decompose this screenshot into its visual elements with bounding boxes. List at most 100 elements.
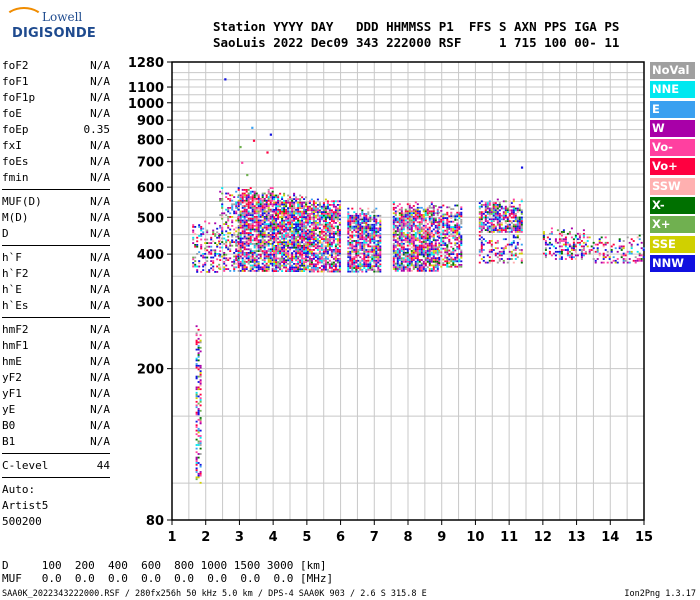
echo-point xyxy=(285,261,288,263)
echo-point xyxy=(440,217,443,219)
echo-point xyxy=(291,223,294,226)
echo-point xyxy=(347,223,350,226)
echo-point xyxy=(622,245,625,248)
echo-point xyxy=(452,260,455,263)
echo-point xyxy=(373,252,376,255)
echo-point xyxy=(257,225,260,227)
echo-point xyxy=(412,241,415,243)
echo-point xyxy=(306,214,309,217)
echo-point xyxy=(560,238,563,241)
echo-point xyxy=(291,243,294,245)
echo-point xyxy=(221,241,224,243)
echo-point xyxy=(314,240,317,242)
echo-point xyxy=(324,252,327,255)
param-row: yF2 N/A xyxy=(2,370,110,386)
echo-point xyxy=(363,231,366,233)
echo-point xyxy=(293,250,296,253)
echo-point xyxy=(241,216,244,218)
echo-point xyxy=(210,263,213,266)
echo-point xyxy=(349,241,352,244)
echo-point xyxy=(199,417,202,419)
echo-point xyxy=(492,202,495,204)
echo-point xyxy=(194,263,197,266)
echo-point xyxy=(492,227,495,230)
echo-point xyxy=(269,250,272,252)
echo-point xyxy=(279,257,282,260)
echo-point xyxy=(263,208,266,211)
echo-point xyxy=(440,237,443,239)
echo-point xyxy=(426,214,429,216)
echo-point xyxy=(377,267,380,269)
echo-point xyxy=(351,218,354,221)
echo-point xyxy=(289,225,292,227)
echo-point xyxy=(430,260,433,263)
echo-point xyxy=(336,225,339,228)
echo-point xyxy=(293,198,296,200)
echo-point xyxy=(588,252,591,255)
echo-point xyxy=(418,223,421,225)
echo-point xyxy=(357,222,360,224)
echo-point xyxy=(299,194,302,197)
echo-point xyxy=(330,261,333,264)
echo-point xyxy=(353,218,356,221)
echo-point xyxy=(297,250,300,253)
echo-point xyxy=(283,192,286,195)
echo-point xyxy=(295,237,298,240)
echo-point xyxy=(257,207,260,209)
echo-point xyxy=(247,262,250,265)
echo-point xyxy=(241,214,244,216)
echo-point xyxy=(231,219,234,222)
echo-point xyxy=(367,234,370,237)
echo-point xyxy=(446,219,449,221)
echo-point xyxy=(261,235,264,238)
echo-point xyxy=(624,254,627,257)
echo-point xyxy=(396,205,399,207)
echo-point xyxy=(520,227,523,230)
echo-point xyxy=(316,238,319,240)
echo-point xyxy=(604,243,607,246)
echo-point xyxy=(195,433,198,436)
echo-point xyxy=(271,248,274,251)
echo-point xyxy=(259,205,262,207)
echo-point xyxy=(299,221,302,224)
echo-point xyxy=(408,205,411,207)
echo-point xyxy=(277,227,280,229)
echo-point xyxy=(197,411,200,414)
echo-point xyxy=(347,236,350,239)
echo-point xyxy=(412,224,415,227)
echo-point xyxy=(271,219,274,222)
echo-point xyxy=(328,211,331,213)
echo-point xyxy=(227,268,230,270)
echo-point xyxy=(285,259,288,262)
echo-point xyxy=(299,263,302,265)
param-name: hmE xyxy=(2,355,22,368)
echo-point xyxy=(516,222,519,224)
echo-point xyxy=(373,259,376,262)
echo-point xyxy=(365,243,368,246)
echo-point xyxy=(299,246,302,249)
echo-point xyxy=(295,209,298,211)
echo-point xyxy=(293,201,296,204)
echo-point xyxy=(586,240,589,242)
echo-point xyxy=(275,228,278,231)
echo-point xyxy=(420,230,423,233)
echo-point xyxy=(299,268,302,271)
echo-point xyxy=(299,203,302,206)
echo-point xyxy=(482,223,485,226)
echo-point xyxy=(330,227,333,230)
y-tick-label: 1280 xyxy=(128,56,164,71)
echo-point xyxy=(488,241,491,244)
echo-point xyxy=(430,233,433,236)
echo-point xyxy=(334,258,337,260)
echo-point xyxy=(273,200,276,202)
echo-point xyxy=(243,253,246,256)
echo-point xyxy=(508,205,511,208)
echo-point xyxy=(558,245,561,248)
echo-point xyxy=(416,206,419,209)
echo-point xyxy=(484,218,487,221)
echo-point xyxy=(253,239,256,242)
echo-point xyxy=(392,215,395,218)
echo-point xyxy=(488,231,491,233)
legend-item-vo-: Vo- xyxy=(650,139,695,157)
echo-point xyxy=(281,196,284,199)
